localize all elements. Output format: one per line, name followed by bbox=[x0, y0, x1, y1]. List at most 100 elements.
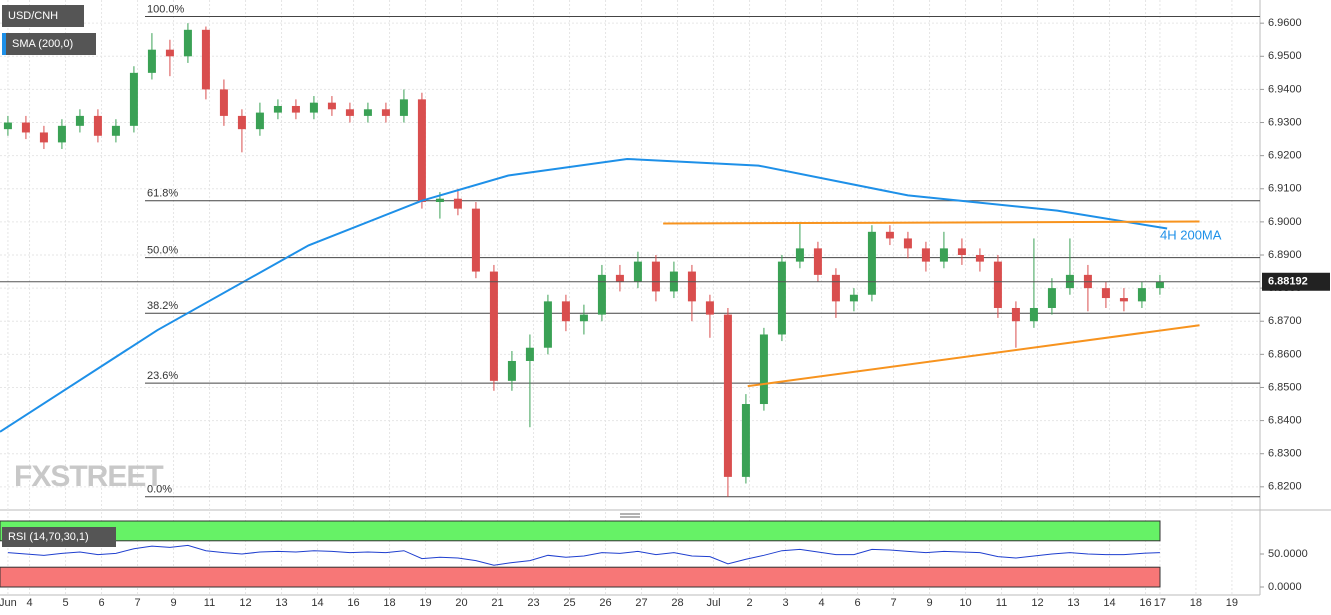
candle-body bbox=[219, 89, 228, 116]
rsi-line bbox=[7, 544, 1160, 566]
rsi-overbought-zone bbox=[0, 520, 1161, 542]
rsi-label-box bbox=[2, 527, 116, 547]
x-tick-label: 23 bbox=[527, 597, 539, 609]
y-tick-label: 6.9400 bbox=[1268, 83, 1302, 95]
candle-body bbox=[597, 274, 606, 315]
candle-body bbox=[237, 115, 246, 130]
y-tick-label: 6.9000 bbox=[1268, 216, 1302, 228]
y-tick-label: 6.8600 bbox=[1268, 348, 1302, 360]
y-tick-label: 6.9100 bbox=[1268, 183, 1302, 195]
candle-body bbox=[345, 109, 354, 116]
x-tick-label: 18 bbox=[1190, 597, 1202, 609]
candle-body bbox=[399, 99, 408, 116]
candle-body bbox=[417, 99, 426, 203]
candle-body bbox=[921, 248, 930, 262]
candle-body bbox=[903, 238, 912, 249]
candle-body bbox=[507, 360, 516, 381]
x-tick-label: 7 bbox=[890, 597, 896, 609]
x-tick-label: 16 bbox=[1139, 597, 1151, 609]
x-tick-label: 11 bbox=[204, 597, 215, 609]
candle-body bbox=[381, 109, 390, 116]
x-tick-label: 4 bbox=[26, 597, 32, 609]
candle-body bbox=[1137, 288, 1146, 302]
y-tick-label: 6.8200 bbox=[1268, 481, 1302, 493]
candle-body bbox=[867, 231, 876, 295]
sma-line bbox=[0, 157, 1168, 433]
x-tick-label: 16 bbox=[347, 597, 359, 609]
fib-label: 61.8% bbox=[147, 188, 178, 200]
candle-body bbox=[831, 274, 840, 302]
candle-body bbox=[111, 125, 120, 136]
candle-body bbox=[741, 404, 750, 477]
candle-body bbox=[723, 314, 732, 477]
candle-body bbox=[165, 49, 174, 57]
x-tick-label: 5 bbox=[62, 597, 68, 609]
y-tick-label: 6.9200 bbox=[1268, 150, 1302, 162]
candle-body bbox=[21, 122, 30, 133]
x-tick-label: 13 bbox=[275, 597, 287, 609]
candle-body bbox=[849, 294, 858, 302]
fib-label: 50.0% bbox=[147, 245, 178, 257]
candle-body bbox=[1047, 288, 1056, 308]
x-tick-label: 28 bbox=[671, 597, 683, 609]
logo: FXSTREET bbox=[14, 460, 163, 493]
candle-body bbox=[633, 261, 642, 282]
splitter-handle[interactable] bbox=[620, 513, 640, 518]
candle-body bbox=[1101, 288, 1110, 299]
candle-body bbox=[273, 105, 282, 113]
indicator-box bbox=[2, 33, 96, 55]
x-tick-label: 20 bbox=[455, 597, 467, 609]
annotation: 4H 200MA bbox=[1160, 227, 1222, 242]
candle-body bbox=[183, 29, 192, 57]
candle-body bbox=[957, 248, 966, 255]
candle-body bbox=[1011, 307, 1020, 322]
candle-body bbox=[1029, 307, 1038, 322]
symbol: USD/CNH bbox=[8, 10, 58, 22]
candle-body bbox=[1119, 298, 1128, 302]
candle-body bbox=[3, 122, 12, 130]
candle-body bbox=[579, 314, 588, 322]
candle-body bbox=[651, 261, 660, 292]
indicator: SMA (200,0) bbox=[12, 38, 73, 50]
candle-body bbox=[147, 49, 156, 73]
y-tick-label: 6.8900 bbox=[1268, 249, 1302, 261]
candle-body bbox=[759, 334, 768, 405]
x-tick-label: 4 bbox=[818, 597, 824, 609]
rsi-tick-label: 50.0000 bbox=[1268, 548, 1308, 560]
candle-body bbox=[327, 102, 336, 110]
last-price-label: 6.88192 bbox=[1268, 276, 1308, 288]
candle-body bbox=[75, 115, 84, 126]
x-tick-label: 9 bbox=[926, 597, 932, 609]
rsi-label: RSI (14,70,30,1) bbox=[8, 531, 89, 543]
x-tick-label: 9 bbox=[170, 597, 176, 609]
x-tick-label: 6 bbox=[854, 597, 860, 609]
x-tick-label: 12 bbox=[1031, 597, 1043, 609]
x-tick-label: 26 bbox=[599, 597, 611, 609]
last-price-box bbox=[1262, 272, 1330, 291]
candle-body bbox=[615, 274, 624, 282]
x-tick-label: 6 bbox=[98, 597, 104, 609]
candle-body bbox=[201, 29, 210, 90]
x-tick-label: 7 bbox=[134, 597, 140, 609]
y-tick-label: 6.9500 bbox=[1268, 50, 1302, 62]
x-tick-label: 19 bbox=[1226, 597, 1238, 609]
candle-body bbox=[939, 248, 948, 262]
candle-body bbox=[993, 261, 1002, 308]
fib-label: 38.2% bbox=[147, 300, 178, 312]
x-tick-label: 18 bbox=[383, 597, 395, 609]
y-tick-label: 6.8500 bbox=[1268, 381, 1302, 393]
y-tick-label: 6.8300 bbox=[1268, 448, 1302, 460]
x-tick-label: 12 bbox=[239, 597, 251, 609]
y-tick-label: 6.9600 bbox=[1268, 17, 1302, 29]
candle-body bbox=[471, 208, 480, 272]
candle-body bbox=[453, 198, 462, 209]
x-tick-label: 19 bbox=[419, 597, 431, 609]
candle-body bbox=[525, 347, 534, 361]
candle-body bbox=[885, 231, 894, 239]
symbol-box bbox=[2, 5, 84, 27]
x-tick-label: 2 bbox=[746, 597, 752, 609]
y-tick-label: 6.8400 bbox=[1268, 414, 1302, 426]
x-tick-label: 14 bbox=[1103, 597, 1115, 609]
